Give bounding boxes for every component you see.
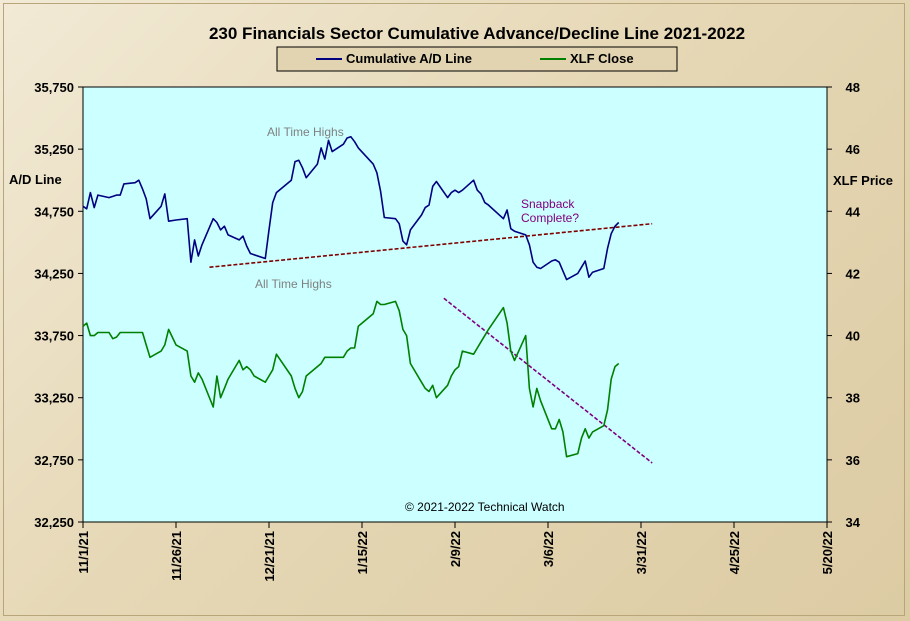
x-tick-label: 12/21/21 [262, 531, 277, 582]
y-tick-right-label: 46 [846, 142, 860, 157]
y-axis-right-title: XLF Price [833, 173, 893, 188]
y-tick-left-label: 34,750 [34, 204, 74, 219]
y-tick-right-label: 34 [846, 515, 861, 530]
x-tick-label: 4/25/22 [727, 531, 742, 574]
legend: Cumulative A/D Line XLF Close [276, 46, 678, 72]
copyright: © 2021-2022 Technical Watch [405, 500, 565, 514]
annotation-snapback: Snapback [521, 197, 575, 211]
frame-border [3, 3, 905, 616]
plot-area [82, 86, 828, 523]
y-tick-right-label: 48 [846, 80, 860, 95]
y-tick-left-label: 33,250 [34, 391, 74, 406]
chart-title: 230 Financials Sector Cumulative Advance… [209, 24, 745, 43]
y-tick-right-label: 44 [846, 204, 861, 219]
y-tick-left-label: 33,750 [34, 329, 74, 344]
annotation-all-time-highs-ad: All Time Highs [267, 125, 344, 139]
series-xlf-close [82, 300, 620, 458]
y-tick-left-label: 34,250 [34, 266, 74, 281]
y-tick-right-label: 42 [846, 266, 860, 281]
y-tick-right-label: 40 [846, 329, 860, 344]
trendline-ad [209, 222, 653, 269]
legend-label-ad: Cumulative A/D Line [346, 51, 472, 66]
x-tick-label: 3/31/22 [634, 531, 649, 574]
y-axis-left-title: A/D Line [9, 172, 62, 187]
legend-label-xlf: XLF Close [570, 51, 634, 66]
series-ad-line [82, 135, 620, 281]
legend-box [276, 46, 678, 72]
y-tick-left-label: 35,750 [34, 80, 74, 95]
series-layer [82, 135, 653, 464]
x-tick-label: 11/1/21 [76, 531, 91, 574]
x-tick-label: 11/26/21 [169, 531, 184, 581]
x-tick-label: 2/9/22 [448, 531, 463, 567]
y-tick-right-label: 38 [846, 391, 860, 406]
x-tick-label: 1/15/22 [355, 531, 370, 574]
y-tick-left-label: 32,750 [34, 453, 74, 468]
x-tick-label: 3/6/22 [541, 531, 556, 567]
trendline-xlf [443, 297, 653, 464]
y-tick-left-label: 32,250 [34, 515, 74, 530]
y-tick-right-label: 36 [846, 453, 860, 468]
axes-layer: 35,750 35,250 34,750 34,250 33,750 33,250 32,7… [34, 80, 861, 582]
annotation-complete: Complete? [521, 211, 579, 225]
y-tick-left-label: 35,250 [34, 142, 74, 157]
annotation-all-time-highs-xlf: All Time Highs [255, 277, 332, 291]
x-tick-label: 5/20/22 [820, 531, 835, 574]
